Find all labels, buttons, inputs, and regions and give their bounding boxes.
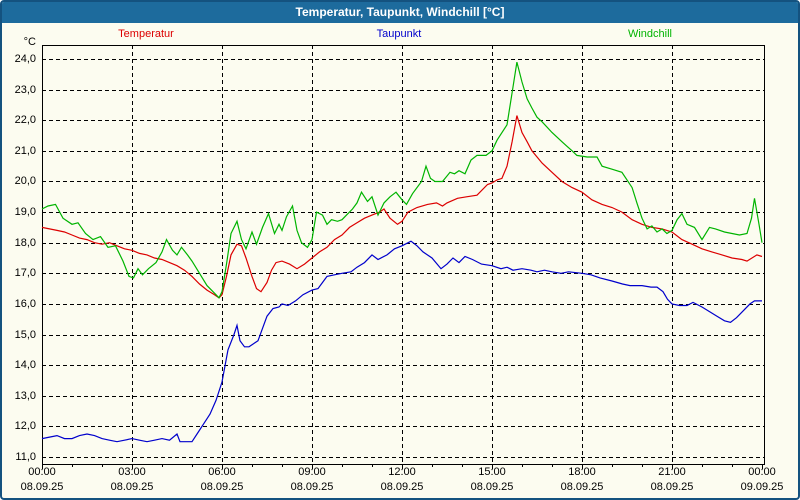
x-tick-date-label: 09.09.25 xyxy=(740,481,784,493)
x-tick-date-label: 08.09.25 xyxy=(380,481,424,493)
y-tick-label: 22,0 xyxy=(14,114,36,126)
x-tick-time-label: 12:00 xyxy=(388,466,416,478)
x-tick-date-label: 08.09.25 xyxy=(20,481,64,493)
y-axis-unit-label: °C xyxy=(23,36,36,48)
x-tick-date-label: 08.09.25 xyxy=(560,481,604,493)
legend-temperatur: Temperatur xyxy=(118,28,174,40)
legend-windchill: Windchill xyxy=(627,28,672,40)
window-title-bar: Temperatur, Taupunkt, Windchill [°C] xyxy=(2,2,798,23)
y-tick-label: 13,0 xyxy=(14,390,36,402)
series-line-windchill xyxy=(41,61,763,299)
y-tick-label: 21,0 xyxy=(14,145,36,157)
plot-frame xyxy=(42,45,765,465)
x-tick-time-label: 00:00 xyxy=(748,466,776,478)
y-tick-label: 11,0 xyxy=(15,451,36,463)
x-tick-time-label: 00:00 xyxy=(28,466,56,478)
y-tick-label: 19,0 xyxy=(14,206,36,218)
window-title: Temperatur, Taupunkt, Windchill [°C] xyxy=(295,5,505,19)
x-tick-time-label: 15:00 xyxy=(478,466,506,478)
y-tick-label: 18,0 xyxy=(14,237,36,249)
y-tick-label: 12,0 xyxy=(14,420,36,432)
series-line-temperatur xyxy=(41,115,763,299)
y-tick-label: 24,0 xyxy=(14,53,36,65)
x-tick-date-label: 08.09.25 xyxy=(110,481,154,493)
x-tick-time-label: 03:00 xyxy=(118,466,146,478)
y-tick-label: 14,0 xyxy=(14,359,36,371)
y-tick-label: 20,0 xyxy=(14,175,36,187)
series-line-taupunkt xyxy=(41,240,762,443)
x-tick-time-label: 18:00 xyxy=(568,466,596,478)
y-tick-label: 17,0 xyxy=(14,267,36,279)
x-tick-date-label: 08.09.25 xyxy=(200,481,244,493)
y-tick-label: 23,0 xyxy=(14,84,36,96)
legend-taupunkt: Taupunkt xyxy=(376,28,422,40)
y-tick-label: 16,0 xyxy=(14,298,36,310)
x-tick-date-label: 08.09.25 xyxy=(650,481,694,493)
x-tick-time-label: 09:00 xyxy=(298,466,326,478)
x-tick-time-label: 06:00 xyxy=(208,466,236,478)
x-tick-date-label: 08.09.25 xyxy=(290,481,334,493)
x-tick-date-label: 08.09.25 xyxy=(470,481,514,493)
y-tick-label: 15,0 xyxy=(14,329,36,341)
x-tick-time-label: 21:00 xyxy=(658,466,686,478)
